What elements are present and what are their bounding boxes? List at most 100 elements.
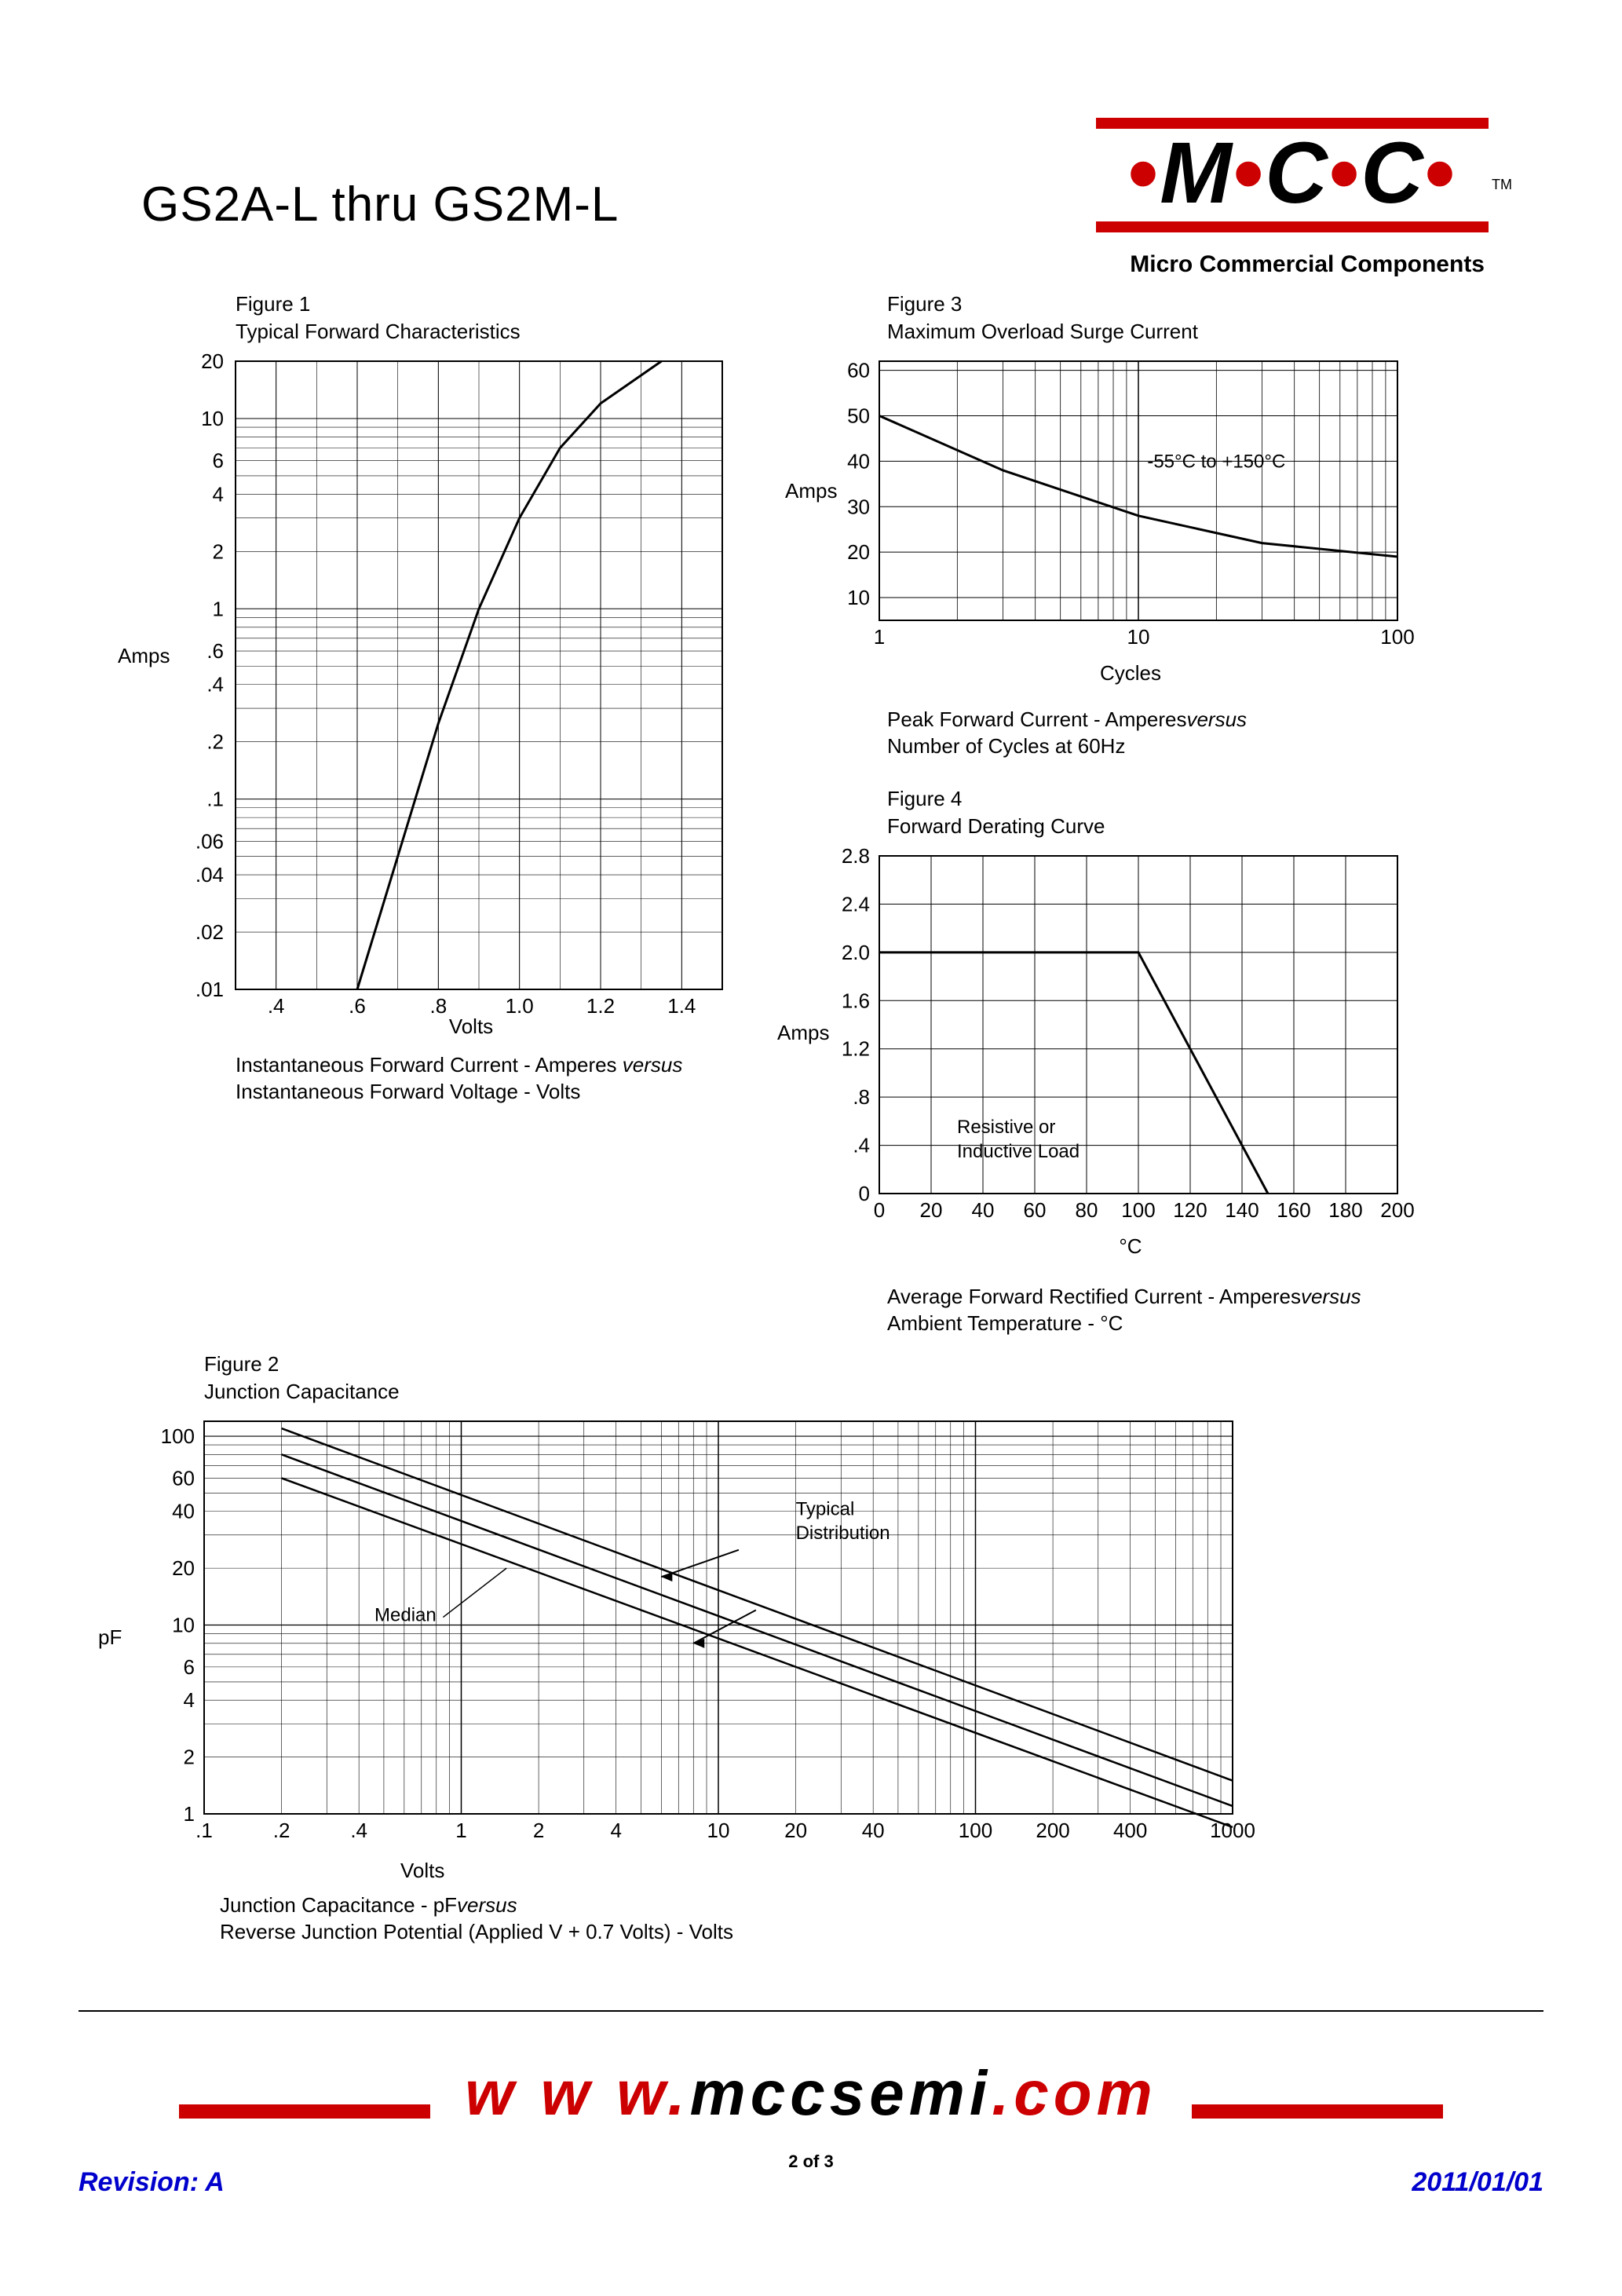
svg-text:2: 2: [213, 540, 224, 564]
svg-text:1.6: 1.6: [842, 989, 870, 1012]
fig1-chart: .4.6.81.01.21.4.01.02.04.06.1.2.4.612461…: [126, 345, 754, 1036]
footer-url-wrap: w w w.mccsemi.com: [0, 2057, 1622, 2130]
svg-text:0: 0: [874, 1198, 885, 1222]
svg-text:20: 20: [784, 1819, 807, 1842]
fig1-label: Figure 1: [236, 292, 310, 316]
svg-text:140: 140: [1225, 1198, 1259, 1222]
footer-url: w w w.mccsemi.com: [433, 2057, 1189, 2130]
footer-bar-right: [1192, 2104, 1443, 2119]
svg-text:Typical: Typical: [796, 1499, 855, 1520]
logo: •M•C•C• TM: [1096, 118, 1489, 232]
fig2-label: Figure 2: [204, 1352, 279, 1376]
svg-text:2.0: 2.0: [842, 941, 870, 964]
svg-text:.2: .2: [206, 730, 224, 754]
figure-4: Figure 4 Forward Derating Curve Amps 020…: [793, 785, 1437, 1337]
svg-text:4: 4: [184, 1688, 195, 1712]
revision: Revision: A: [79, 2167, 225, 2198]
svg-text:40: 40: [972, 1198, 995, 1222]
svg-text:2.4: 2.4: [842, 893, 870, 916]
svg-text:40: 40: [862, 1819, 885, 1842]
logo-bar-bottom: [1096, 221, 1489, 232]
fig4-ylabel: Amps: [777, 1021, 829, 1045]
svg-text:.4: .4: [268, 994, 285, 1018]
fig1-ylabel: Amps: [118, 644, 170, 668]
svg-text:.4: .4: [206, 673, 224, 696]
fig3-chart: 102030405060110100-55°C to +150°C: [793, 345, 1437, 660]
page-number: 2 of 3: [0, 2152, 1622, 2172]
fig4-label: Figure 4: [887, 787, 962, 810]
figure-1: Figure 1 Typical Forward Characteristics…: [126, 291, 754, 1106]
fig4-title: Forward Derating Curve: [887, 814, 1105, 838]
fig4-caption1: Average Forward Rectified Current - Ampe…: [887, 1285, 1301, 1308]
svg-text:120: 120: [1173, 1198, 1207, 1222]
svg-text:20: 20: [847, 540, 870, 564]
fig2-chart: .1.2.41241020401002004001000124610204060…: [102, 1406, 1264, 1861]
svg-text:Resistive or: Resistive or: [957, 1117, 1055, 1138]
logo-tm: TM: [1492, 177, 1512, 193]
svg-text:20: 20: [201, 349, 224, 373]
svg-text:1.2: 1.2: [842, 1037, 870, 1061]
svg-text:10: 10: [847, 586, 870, 609]
figure-2: Figure 2 Junction Capacitance pF .1.2.41…: [102, 1351, 1264, 1946]
fig3-ylabel: Amps: [785, 479, 837, 503]
svg-text:50: 50: [847, 404, 870, 428]
svg-text:160: 160: [1277, 1198, 1310, 1222]
page: GS2A-L thru GS2M-L •M•C•C• TM Micro Comm…: [0, 0, 1622, 2296]
svg-text:.4: .4: [350, 1819, 367, 1842]
svg-text:Inductive Load: Inductive Load: [957, 1141, 1080, 1162]
svg-text:.1: .1: [206, 788, 224, 811]
svg-text:1.0: 1.0: [506, 994, 534, 1018]
svg-text:60: 60: [847, 359, 870, 382]
svg-text:-55°C to +150°C: -55°C to +150°C: [1147, 452, 1285, 473]
page-title: GS2A-L thru GS2M-L: [141, 177, 619, 232]
svg-text:100: 100: [1380, 625, 1414, 649]
svg-text:2.8: 2.8: [842, 844, 870, 868]
svg-text:2: 2: [184, 1746, 195, 1769]
footer-rule: [79, 2010, 1543, 2012]
logo-text: •M•C•C•: [1096, 129, 1489, 221]
svg-text:60: 60: [1024, 1198, 1047, 1222]
svg-text:.8: .8: [429, 994, 447, 1018]
footer-bar-left: [179, 2104, 430, 2119]
svg-text:200: 200: [1380, 1198, 1414, 1222]
figure-3: Figure 3 Maximum Overload Surge Current …: [793, 291, 1437, 760]
svg-text:.04: .04: [195, 863, 224, 887]
footer-url-prefix: w w w.: [465, 2058, 689, 2128]
svg-text:10: 10: [1127, 625, 1150, 649]
svg-text:1: 1: [874, 625, 885, 649]
fig2-ylabel: pF: [98, 1625, 122, 1650]
svg-text:100: 100: [959, 1819, 992, 1842]
svg-text:1.2: 1.2: [586, 994, 615, 1018]
fig4-xlabel: °C: [1119, 1234, 1142, 1258]
svg-text:30: 30: [847, 495, 870, 518]
svg-text:4: 4: [213, 483, 224, 506]
svg-text:.01: .01: [195, 978, 224, 1001]
fig4-versus: versus: [1301, 1285, 1361, 1308]
svg-text:400: 400: [1113, 1819, 1147, 1842]
fig3-caption1: Peak Forward Current - Amperes: [887, 707, 1186, 731]
svg-text:10: 10: [172, 1614, 195, 1637]
fig1-versus: versus: [623, 1053, 683, 1077]
fig3-xlabel: Cycles: [1100, 661, 1161, 685]
svg-text:10: 10: [707, 1819, 730, 1842]
fig3-caption2: Number of Cycles at 60Hz: [887, 734, 1125, 758]
svg-text:.06: .06: [195, 830, 224, 854]
logo-subtitle: Micro Commercial Components: [1130, 251, 1485, 278]
svg-text:.4: .4: [853, 1134, 870, 1157]
svg-text:.8: .8: [853, 1085, 870, 1109]
date: 2011/01/01: [1412, 2167, 1543, 2198]
svg-text:6: 6: [213, 449, 224, 473]
fig4-caption2: Ambient Temperature - °C: [887, 1311, 1123, 1335]
svg-text:1.4: 1.4: [667, 994, 696, 1018]
svg-text:6: 6: [184, 1655, 195, 1679]
svg-text:1: 1: [213, 597, 224, 620]
footer-url-suffix: .com: [992, 2058, 1157, 2128]
svg-text:60: 60: [172, 1467, 195, 1490]
svg-text:.6: .6: [206, 639, 224, 663]
svg-text:40: 40: [172, 1500, 195, 1523]
svg-text:80: 80: [1076, 1198, 1098, 1222]
svg-text:1: 1: [455, 1819, 466, 1842]
svg-text:100: 100: [1121, 1198, 1155, 1222]
svg-text:40: 40: [847, 450, 870, 473]
svg-text:100: 100: [161, 1424, 195, 1448]
